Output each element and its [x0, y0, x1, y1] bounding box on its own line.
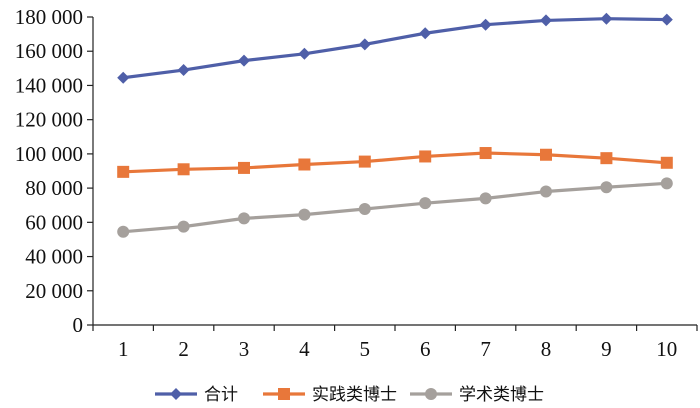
legend-marker	[170, 388, 182, 400]
data-point	[298, 208, 311, 221]
data-point	[117, 71, 130, 84]
data-point	[117, 225, 130, 238]
legend-label: 实践类博士	[312, 385, 397, 405]
y-tick-label: 120 000	[15, 108, 83, 132]
data-point	[479, 192, 492, 205]
data-point	[600, 181, 613, 194]
legend-marker	[425, 388, 437, 400]
y-tick-label: 140 000	[15, 73, 83, 97]
series-lines	[117, 12, 673, 238]
series-1	[117, 12, 673, 84]
data-point	[358, 38, 371, 51]
data-point	[660, 156, 673, 169]
data-point	[177, 220, 190, 233]
x-tick-label: 7	[480, 337, 491, 361]
legend-item-3: 学术类博士	[410, 385, 544, 405]
x-axis: 1 2 3 4 5 6 7 8 9 10	[92, 324, 698, 361]
series-line	[122, 17, 667, 80]
x-tick-label: 4	[299, 337, 310, 361]
data-point	[419, 197, 432, 210]
data-point	[419, 150, 432, 163]
data-point	[358, 202, 371, 215]
data-point	[479, 18, 492, 31]
y-tick-label: 160 000	[15, 39, 83, 63]
data-point	[298, 47, 311, 60]
data-point	[238, 212, 250, 225]
data-point	[117, 165, 130, 178]
legend: 合计 实践类博士 学术类博士	[155, 385, 544, 405]
data-point	[540, 185, 552, 198]
data-point	[238, 54, 250, 67]
x-tick-label: 1	[118, 337, 129, 361]
data-point	[177, 163, 190, 176]
data-point	[358, 155, 371, 168]
x-tick-label: 10	[656, 337, 677, 361]
x-tick-label: 3	[239, 337, 250, 361]
y-tick-label: 180 000	[15, 5, 83, 29]
legend-item-1: 合计	[155, 385, 238, 405]
x-tick-label: 9	[601, 337, 612, 361]
legend-marker	[278, 388, 290, 400]
y-tick-label: 20 000	[25, 279, 83, 303]
legend-label: 合计	[204, 385, 238, 405]
y-tick-label: 60 000	[25, 210, 83, 234]
x-tick-label: 5	[360, 337, 371, 361]
y-tick-label: 80 000	[25, 176, 83, 200]
y-tick-label: 40 000	[25, 245, 83, 269]
series-3	[117, 177, 673, 238]
data-point	[298, 158, 311, 171]
data-point	[238, 161, 250, 174]
data-point	[600, 152, 613, 165]
x-tick-label: 8	[541, 337, 552, 361]
series-line	[123, 151, 667, 174]
data-point	[660, 13, 673, 26]
data-point	[600, 12, 613, 25]
legend-item-2: 实践类博士	[263, 385, 397, 405]
data-point	[540, 14, 552, 27]
x-tick-label: 2	[178, 337, 189, 361]
x-tick-label: 6	[420, 337, 431, 361]
y-tick-label: 100 000	[15, 142, 83, 166]
y-tick-label: 0	[73, 313, 84, 337]
data-point	[419, 27, 432, 40]
data-point	[177, 64, 190, 77]
data-point	[479, 147, 492, 160]
legend-label: 学术类博士	[459, 385, 544, 405]
data-point	[540, 148, 552, 161]
series-line	[123, 181, 667, 234]
series-2	[117, 147, 673, 178]
y-axis: 0 20 000 40 000 60 000 80 000 100 000 120 000 1…	[15, 5, 94, 337]
data-point	[660, 177, 673, 190]
